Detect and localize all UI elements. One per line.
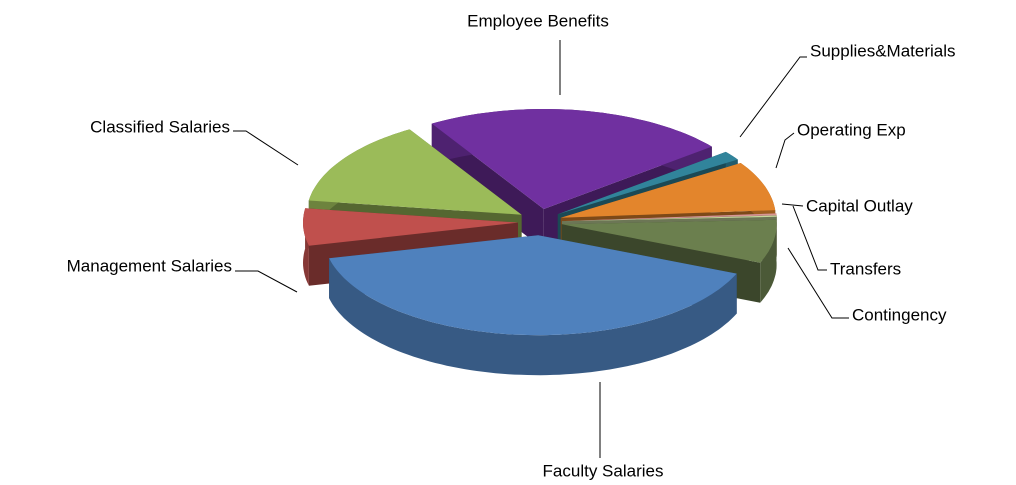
slice: [562, 213, 777, 222]
slice: [308, 129, 522, 215]
slice-label: Transfers: [830, 259, 901, 278]
slice: [561, 219, 777, 263]
leader-line: [233, 130, 299, 166]
labels: Employee Benefits Supplies&Materials Opera…: [67, 11, 956, 480]
slice-label: Classified Salaries: [90, 117, 230, 136]
leader-line: [739, 56, 807, 138]
pie: [303, 109, 777, 376]
leader-line: [792, 205, 827, 271]
leader-line: [787, 247, 849, 319]
slice-label: Employee Benefits: [467, 11, 609, 30]
slice: [303, 208, 518, 246]
slice: [431, 109, 712, 209]
slice-label: Faculty Salaries: [543, 461, 664, 480]
slice: [557, 151, 738, 215]
slice: [562, 215, 777, 222]
leader-line: [781, 203, 804, 207]
slice-label: Capital Outlay: [806, 196, 913, 215]
leader-line: [775, 132, 795, 169]
slice-label: Supplies&Materials: [810, 41, 956, 60]
slice: [329, 235, 737, 336]
slice-label: Management Salaries: [67, 256, 232, 275]
slice-label: Contingency: [852, 305, 947, 324]
slice-wall: [760, 219, 777, 303]
slice-label: Operating Exp: [797, 120, 906, 139]
slice: [560, 163, 776, 218]
leader-line: [235, 270, 298, 293]
slice-wall: [329, 258, 737, 376]
